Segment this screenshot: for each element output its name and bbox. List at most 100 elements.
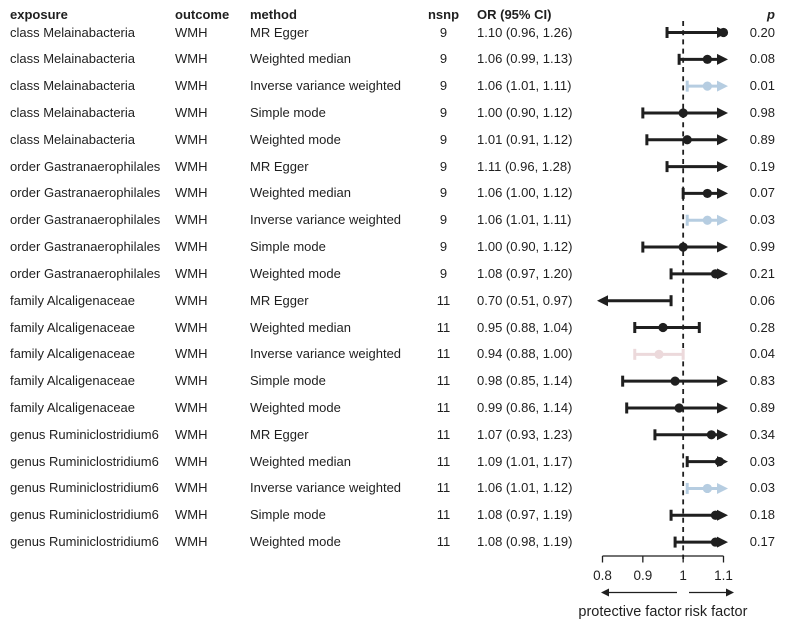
p-value-cell: 0.17: [749, 534, 775, 550]
exposure-cell: order Gastranaerophilales: [10, 212, 161, 228]
method-cell: Inverse variance weighted: [250, 346, 402, 362]
method-cell: Weighted median: [250, 319, 351, 335]
p-value-cell: 0.03: [749, 453, 775, 469]
outcome-cell: WMH: [175, 480, 208, 496]
p-value-cell: 0.99: [749, 239, 775, 255]
table-row: class Melainabacteria WMH Inverse variance…: [0, 73, 797, 99]
outcome-cell: WMH: [175, 131, 208, 147]
table-row: class Melainabacteria WMH MR Egger 9 1.10 (0…: [0, 20, 797, 46]
outcome-cell: WMH: [175, 78, 208, 94]
outcome-cell: WMH: [175, 453, 208, 469]
nsnp-cell: 9: [439, 24, 448, 40]
x-axis-tick-label: 1: [679, 568, 687, 583]
p-value-cell: 0.03: [749, 212, 775, 228]
table-row: order Gastranaerophilales WMH MR Egger 9 1.1…: [0, 154, 797, 180]
outcome-cell: WMH: [175, 319, 208, 335]
column-header-nsnp: nsnp: [427, 7, 460, 22]
method-cell: Inverse variance weighted: [250, 480, 402, 496]
or-ci-cell: 1.00 (0.90, 1.12): [477, 105, 573, 120]
outcome-cell: WMH: [175, 507, 208, 523]
table-row: genus Ruminiclostridium6 WMH Weighted mode…: [0, 529, 797, 555]
outcome-cell: WMH: [175, 239, 208, 255]
p-value-cell: 0.83: [749, 373, 775, 389]
method-cell: Weighted mode: [250, 265, 341, 281]
table-row: class Melainabacteria WMH Weighted mode 9 1.…: [0, 127, 797, 153]
or-ci-cell: 1.11 (0.96, 1.28): [477, 158, 572, 174]
risk-factor-label: risk factor: [685, 604, 748, 620]
p-value-cell: 0.04: [749, 346, 775, 362]
nsnp-cell: 9: [439, 158, 448, 174]
outcome-cell: WMH: [175, 185, 208, 201]
protective-arrow-head: [601, 588, 609, 597]
or-ci-cell: 0.94 (0.88, 1.00): [477, 346, 573, 362]
exposure-cell: genus Ruminiclostridium6: [10, 480, 159, 496]
exposure-cell: class Melainabacteria: [10, 78, 136, 94]
outcome-cell: WMH: [175, 105, 208, 120]
method-cell: Simple mode: [250, 239, 326, 255]
method-cell: MR Egger: [250, 158, 309, 174]
method-cell: Weighted median: [250, 185, 351, 201]
p-value-cell: 0.98: [749, 105, 775, 120]
or-ci-cell: 0.99 (0.86, 1.14): [477, 400, 573, 415]
method-cell: Inverse variance weighted: [250, 78, 402, 94]
method-cell: Inverse variance weighted: [250, 212, 402, 228]
or-ci-cell: 1.08 (0.97, 1.19): [477, 507, 573, 523]
table-row: order Gastranaerophilales WMH Weighted med…: [0, 180, 797, 206]
nsnp-cell: 9: [439, 78, 448, 94]
or-ci-cell: 1.07 (0.93, 1.23): [477, 426, 573, 442]
p-value-cell: 0.08: [749, 51, 775, 67]
table-row: genus Ruminiclostridium6 WMH Weighted medi…: [0, 449, 797, 475]
method-cell: MR Egger: [250, 24, 309, 40]
nsnp-cell: 9: [439, 265, 448, 281]
exposure-cell: order Gastranaerophilales: [10, 158, 161, 174]
table-row: genus Ruminiclostridium6 WMH Simple mode 11…: [0, 502, 797, 528]
p-value-cell: 0.20: [749, 24, 775, 40]
p-value-cell: 0.07: [749, 185, 775, 201]
table-row: class Melainabacteria WMH Weighted median 9…: [0, 46, 797, 72]
p-value-cell: 0.01: [749, 78, 775, 94]
nsnp-cell: 9: [439, 131, 448, 147]
exposure-cell: genus Ruminiclostridium6: [10, 507, 159, 523]
method-cell: Weighted median: [250, 453, 351, 469]
protective-factor-label: protective factor: [578, 604, 681, 620]
method-cell: Simple mode: [250, 105, 326, 120]
table-row: family Alcaligenaceae WMH Weighted median 1…: [0, 315, 797, 341]
or-ci-cell: 1.06 (1.01, 1.11): [477, 78, 572, 94]
method-cell: Simple mode: [250, 507, 326, 523]
nsnp-cell: 11: [436, 426, 451, 442]
method-cell: Weighted mode: [250, 400, 341, 415]
nsnp-cell: 11: [436, 480, 451, 496]
outcome-cell: WMH: [175, 400, 208, 415]
risk-arrow-head: [726, 588, 734, 597]
x-axis-tick-label: 0.9: [633, 568, 652, 583]
nsnp-cell: 11: [436, 453, 451, 469]
or-ci-cell: 1.08 (0.98, 1.19): [477, 534, 573, 550]
nsnp-cell: 9: [439, 51, 448, 67]
x-axis-tick-label: 0.8: [593, 568, 612, 583]
method-cell: Weighted mode: [250, 534, 341, 550]
method-cell: MR Egger: [250, 292, 309, 308]
nsnp-cell: 9: [439, 239, 448, 255]
nsnp-cell: 11: [436, 373, 451, 389]
or-ci-cell: 1.10 (0.96, 1.26): [477, 24, 573, 40]
or-ci-cell: 1.00 (0.90, 1.12): [477, 239, 573, 255]
exposure-cell: family Alcaligenaceae: [10, 346, 136, 362]
outcome-cell: WMH: [175, 158, 208, 174]
table-row: family Alcaligenaceae WMH MR Egger 11 0.70 (…: [0, 288, 797, 314]
exposure-cell: family Alcaligenaceae: [10, 400, 136, 415]
exposure-cell: class Melainabacteria: [10, 131, 136, 147]
method-cell: MR Egger: [250, 426, 309, 442]
or-ci-cell: 1.06 (1.00, 1.12): [477, 185, 573, 201]
outcome-cell: WMH: [175, 292, 208, 308]
outcome-cell: WMH: [175, 373, 208, 389]
p-value-cell: 0.34: [749, 426, 775, 442]
x-axis-tick-label: 1.1: [714, 568, 733, 583]
exposure-cell: class Melainabacteria: [10, 24, 136, 40]
or-ci-cell: 0.95 (0.88, 1.04): [477, 319, 573, 335]
method-cell: Weighted median: [250, 51, 351, 67]
nsnp-cell: 9: [439, 185, 448, 201]
exposure-cell: order Gastranaerophilales: [10, 265, 161, 281]
column-header-or-ci: OR (95% CI): [477, 7, 552, 22]
or-ci-cell: 1.06 (1.01, 1.11): [477, 212, 572, 228]
p-value-cell: 0.89: [749, 400, 775, 415]
